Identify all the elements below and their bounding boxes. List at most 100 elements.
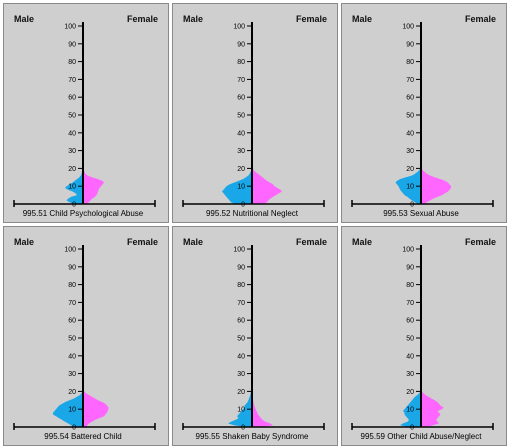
male-label: Male	[14, 237, 35, 247]
male-area	[395, 168, 421, 204]
male-label: Male	[352, 14, 373, 24]
y-tick-label: 60	[406, 95, 414, 102]
male-area	[65, 168, 83, 204]
y-tick-label: 100	[64, 24, 76, 31]
y-tick-label: 50	[237, 113, 245, 120]
y-tick-label: 100	[402, 247, 414, 254]
chart-panel: 0 10 20 30 40 50 60 70 80 90 100 Male Female 995.53 S…	[341, 3, 507, 223]
y-tick-label: 50	[406, 336, 414, 343]
y-tick-label: 10	[406, 407, 414, 414]
y-tick-label: 80	[68, 59, 76, 66]
y-tick-label: 0	[410, 425, 414, 432]
y-tick-label: 90	[68, 41, 76, 48]
pyramid-plot: 0 10 20 30 40 50 60 70 80 90 100	[351, 245, 494, 432]
female-area	[252, 391, 273, 427]
panel-title: 995.52 Nutritional Neglect	[205, 209, 299, 218]
pyramid-plot: 0 10 20 30 40 50 60 70 80 90 100	[351, 22, 494, 209]
female-area	[421, 168, 451, 204]
y-tick-label: 60	[68, 318, 76, 325]
panel-title: 995.55 Shaken Baby Syndrome	[195, 432, 309, 441]
y-tick-label: 40	[406, 353, 414, 360]
male-label: Male	[14, 14, 35, 24]
y-tick-label: 50	[68, 336, 76, 343]
pyramid-plot: 0 10 20 30 40 50 60 70 80 90 100	[182, 22, 325, 209]
y-tick-label: 80	[406, 282, 414, 289]
chart-panel: 0 10 20 30 40 50 60 70 80 90 100 Male Female 995.52 N…	[172, 3, 338, 223]
y-tick-label: 70	[406, 77, 414, 84]
panel-title: 995.54 Battered Child	[44, 432, 122, 441]
y-tick-label: 60	[237, 318, 245, 325]
female-label: Female	[464, 237, 496, 247]
y-tick-label: 0	[72, 202, 76, 209]
female-label: Female	[295, 14, 327, 24]
pyramid-plot: 0 10 20 30 40 50 60 70 80 90 100	[13, 22, 156, 209]
y-tick-label: 70	[237, 300, 245, 307]
male-area	[222, 168, 252, 204]
y-tick-label: 30	[68, 371, 76, 378]
y-tick-label: 90	[237, 264, 245, 271]
y-tick-label: 0	[410, 202, 414, 209]
chart-panel: 0 10 20 30 40 50 60 70 80 90 100 Male Female 995.54 B…	[3, 226, 169, 446]
y-tick-label: 30	[406, 371, 414, 378]
y-tick-label: 20	[237, 166, 245, 173]
y-tick-label: 70	[406, 300, 414, 307]
chart-panel: 0 10 20 30 40 50 60 70 80 90 100 Male Female 995.55 S…	[172, 226, 338, 446]
y-tick-label: 0	[241, 202, 245, 209]
male-area	[53, 391, 83, 427]
male-area	[228, 391, 252, 427]
male-label: Male	[352, 237, 373, 247]
y-tick-label: 40	[68, 353, 76, 360]
female-label: Female	[126, 14, 158, 24]
y-tick-label: 80	[68, 282, 76, 289]
panel-title: 995.53 Sexual Abuse	[383, 209, 459, 218]
y-tick-label: 90	[68, 264, 76, 271]
y-tick-label: 20	[406, 389, 414, 396]
panel-title: 995.51 Child Psychological Abuse	[22, 209, 144, 218]
y-tick-label: 40	[237, 130, 245, 137]
y-tick-label: 80	[406, 59, 414, 66]
y-tick-label: 60	[406, 318, 414, 325]
y-tick-label: 90	[406, 41, 414, 48]
y-tick-label: 20	[68, 389, 76, 396]
y-tick-label: 70	[68, 300, 76, 307]
chart-panel: 0 10 20 30 40 50 60 70 80 90 100 Male Female 995.59 O…	[341, 226, 507, 446]
female-area	[252, 168, 282, 204]
panel-title: 995.59 Other Child Abuse/Neglect	[360, 432, 482, 441]
y-tick-label: 10	[68, 407, 76, 414]
y-tick-label: 10	[406, 184, 414, 191]
y-tick-label: 100	[64, 247, 76, 254]
y-tick-label: 80	[237, 282, 245, 289]
y-tick-label: 30	[68, 148, 76, 155]
y-tick-label: 50	[68, 113, 76, 120]
y-tick-label: 10	[68, 184, 76, 191]
male-area	[400, 391, 421, 427]
pyramid-plot: 0 10 20 30 40 50 60 70 80 90 100	[13, 245, 156, 432]
y-tick-label: 20	[237, 389, 245, 396]
chart-panel: 0 10 20 30 40 50 60 70 80 90 100 Male Female 995.51 C…	[3, 3, 169, 223]
female-area	[83, 391, 109, 427]
female-label: Female	[464, 14, 496, 24]
y-tick-label: 40	[237, 353, 245, 360]
male-label: Male	[183, 237, 204, 247]
y-tick-label: 70	[68, 77, 76, 84]
pyramid-plot: 0 10 20 30 40 50 60 70 80 90 100	[182, 245, 325, 432]
y-tick-label: 70	[237, 77, 245, 84]
y-tick-label: 0	[72, 425, 76, 432]
y-tick-label: 60	[237, 95, 245, 102]
female-label: Female	[126, 237, 158, 247]
y-tick-label: 100	[402, 24, 414, 31]
y-tick-label: 0	[241, 425, 245, 432]
y-tick-label: 80	[237, 59, 245, 66]
y-tick-label: 100	[233, 24, 245, 31]
y-tick-label: 40	[68, 130, 76, 137]
y-tick-label: 20	[406, 166, 414, 173]
y-tick-label: 30	[406, 148, 414, 155]
y-tick-label: 50	[406, 113, 414, 120]
y-tick-label: 50	[237, 336, 245, 343]
y-tick-label: 60	[68, 95, 76, 102]
female-area	[421, 391, 444, 427]
female-label: Female	[295, 237, 327, 247]
y-tick-label: 100	[233, 247, 245, 254]
y-tick-label: 90	[237, 41, 245, 48]
